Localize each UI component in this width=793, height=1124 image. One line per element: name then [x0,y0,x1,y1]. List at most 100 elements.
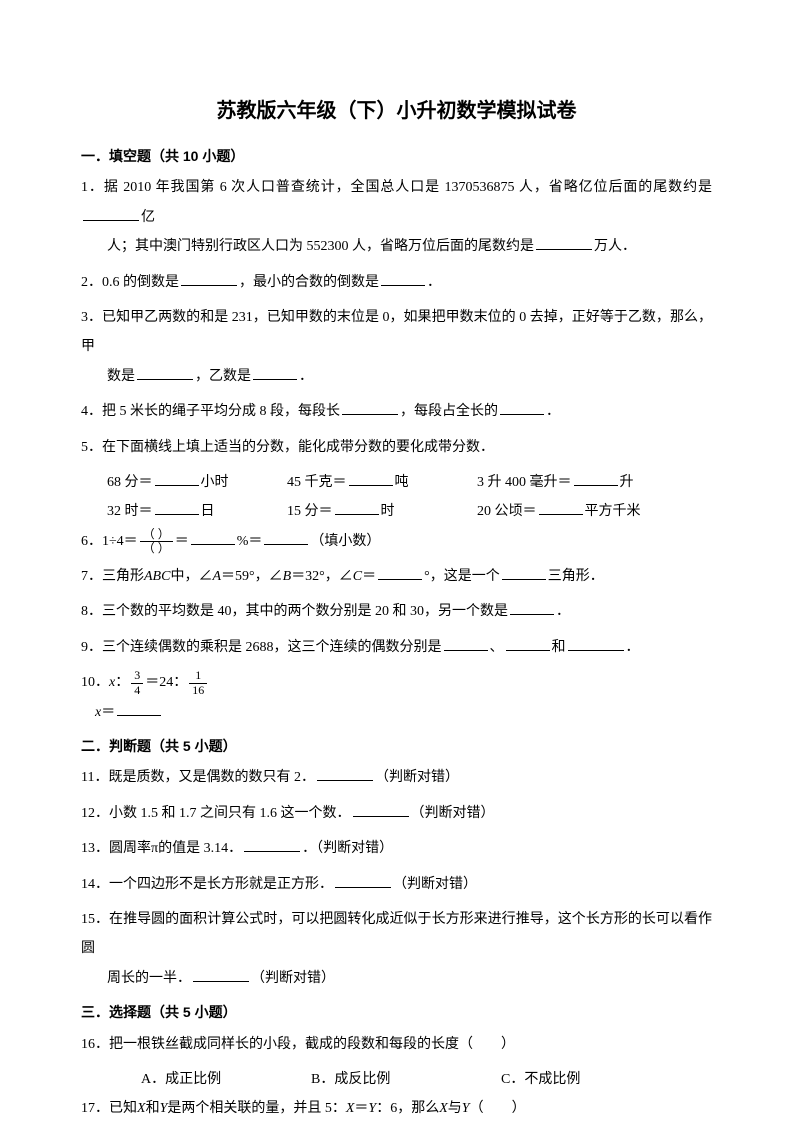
question-5: 5．在下面横线上填上适当的分数，能化成带分数的要化成带分数． [81,433,712,462]
fraction: 34 [131,669,143,696]
q14-text-b: （判断对错） [393,877,477,892]
q17-text-a: 17．已知 [81,1101,137,1116]
q15-text-c: （判断对错） [251,971,335,986]
q17-text-c: 是两个相关联的量，并且 5： [167,1101,346,1116]
q17-Y3: Y [462,1101,470,1116]
q9-text-c: 和 [552,640,566,655]
q5r1c1a: 68 分＝ [107,475,153,490]
question-14: 14．一个四边形不是长方形就是正方形． （判断对错） [81,870,712,899]
question-1: 1．据 2010 年我国第 6 次人口普查统计，全国总人口是 137053687… [81,173,712,261]
q9-text-a: 9．三个连续偶数的乘积是 2688，这三个连续的偶数分别是 [81,640,442,655]
blank [335,501,379,515]
q3-text-b: 数是 [107,369,135,384]
blank [444,637,488,651]
blank [193,968,249,982]
q5r2c1b: 日 [201,504,215,519]
q3-text-a: 3．已知甲乙两数的和是 231，已知甲数的末位是 0，如果把甲数末位的 0 去掉… [81,310,712,354]
frac-num: （ ） [140,528,173,542]
blank [506,637,550,651]
frac-den: 4 [131,684,143,697]
q8-text-a: 8．三个数的平均数是 40，其中的两个数分别是 20 和 30，另一个数是 [81,604,508,619]
q15-text-b: 周长的一半． [107,971,191,986]
q13-text-b: ．（判断对错） [302,841,393,856]
blank [536,236,592,250]
blank [342,401,398,415]
q5r1c1b: 小时 [201,475,229,490]
q5r1c3a: 3 升 400 毫升＝ [477,475,572,490]
q7-text-c: ＝59°，∠ [221,569,283,584]
question-10: 10．x：34＝24：116 x＝ [81,668,712,727]
q12-text-b: （判断对错） [411,806,495,821]
q11-text-a: 11．既是质数，又是偶数的数只有 2． [81,770,315,785]
q9-text-d: ． [626,640,640,655]
fraction: 116 [189,669,207,696]
question-15: 15．在推导圆的面积计算公式时，可以把圆转化成近似于长方形来进行推导，这个长方形… [81,905,712,993]
question-8: 8．三个数的平均数是 40，其中的两个数分别是 20 和 30，另一个数是． [81,597,712,626]
q17-text-d: ＝ [354,1101,368,1116]
q17-text-b: 和 [146,1101,160,1116]
question-3: 3．已知甲乙两数的和是 231，已知甲数的末位是 0，如果把甲数末位的 0 去掉… [81,303,712,391]
blank [539,501,583,515]
q17-text-f: 与 [448,1101,462,1116]
q6-text-b: ＝ [175,534,189,549]
q1-text-d: 万人． [594,239,636,254]
q5r2c1a: 32 时＝ [107,504,153,519]
blank [191,531,235,545]
q16-opt-b: B．成反比例 [311,1065,501,1094]
blank [349,472,393,486]
q5r1c2b: 吨 [395,475,409,490]
q16-options: A．成正比例 B．成反比例 C．不成比例 [81,1065,712,1094]
q17-text-e: ：6，那么 [376,1101,439,1116]
question-17: 17．已知X和Y是两个相关联的量，并且 5：X＝Y：6，那么X与Y（ ） [81,1094,712,1123]
blank [353,803,409,817]
blank [502,566,546,580]
q14-text-a: 14．一个四边形不是长方形就是正方形． [81,877,333,892]
q2-text-c: ． [427,275,441,290]
q10-text-b: ： [115,675,129,690]
q1-text-c: 人；其中澳门特别行政区人口为 552300 人，省略万位后面的尾数约是 [107,239,534,254]
question-11: 11．既是质数，又是偶数的数只有 2．（判断对错） [81,763,712,792]
section-1-header: 一．填空题（共 10 小题） [81,145,712,167]
section-2-header: 二．判断题（共 5 小题） [81,735,712,757]
q1-text-a: 1．据 2010 年我国第 6 次人口普查统计，全国总人口是 137053687… [81,180,712,195]
q7-text-f: °，这是一个 [424,569,500,584]
blank [253,366,297,380]
q12-text-a: 12．小数 1.5 和 1.7 之间只有 1.6 这一个数． [81,806,351,821]
q7-B: B [283,569,292,584]
q5-row-1: 68 分＝小时 45 千克＝吨 3 升 400 毫升＝升 [81,468,712,497]
q5-text: 5．在下面横线上填上适当的分数，能化成带分数的要化成带分数． [81,440,494,455]
q10-text-a: 10． [81,675,109,690]
question-9: 9．三个连续偶数的乘积是 2688，这三个连续的偶数分别是、和． [81,633,712,662]
frac-den: （ ） [140,542,173,555]
blank [335,874,391,888]
question-7: 7．三角形ABC中，∠A＝59°，∠B＝32°，∠C＝°，这是一个三角形． [81,562,712,591]
question-4: 4．把 5 米长的绳子平均分成 8 段，每段长，每段占全长的． [81,397,712,426]
section-3-header: 三．选择题（共 5 小题） [81,1001,712,1023]
q7-text-e: ＝ [362,569,376,584]
blank [155,472,199,486]
q4-text-b: ，每段占全长的 [400,404,498,419]
q6-text-c: %＝ [237,534,263,549]
q6-text-d: （填小数） [310,534,380,549]
q2-text-a: 2．0.6 的倒数是 [81,275,179,290]
q16-opt-a: A．成正比例 [141,1065,311,1094]
q3-text-c: ，乙数是 [195,369,251,384]
q5r1c3b: 升 [620,475,634,490]
question-13: 13．圆周率π的值是 3.14． ．（判断对错） [81,834,712,863]
q2-text-b: ，最小的合数的倒数是 [239,275,379,290]
q17-text-g: （ ） [470,1101,526,1116]
blank [574,472,618,486]
q7-text-b: 中，∠ [170,569,212,584]
q5r2c2b: 时 [381,504,395,519]
frac-num: 1 [189,669,207,683]
question-2: 2．0.6 的倒数是 ，最小的合数的倒数是 ． [81,268,712,297]
blank [244,838,300,852]
q10-text-c: ＝24： [145,675,187,690]
q1-text-b: 亿 [141,210,155,225]
q13-text-a: 13．圆周率π的值是 3.14． [81,841,242,856]
q5r2c3b: 平方千米 [585,504,641,519]
q17-X1: X [137,1101,146,1116]
q7-text-d: ＝32°，∠ [291,569,353,584]
q3-text-d: ． [299,369,313,384]
blank [381,272,425,286]
